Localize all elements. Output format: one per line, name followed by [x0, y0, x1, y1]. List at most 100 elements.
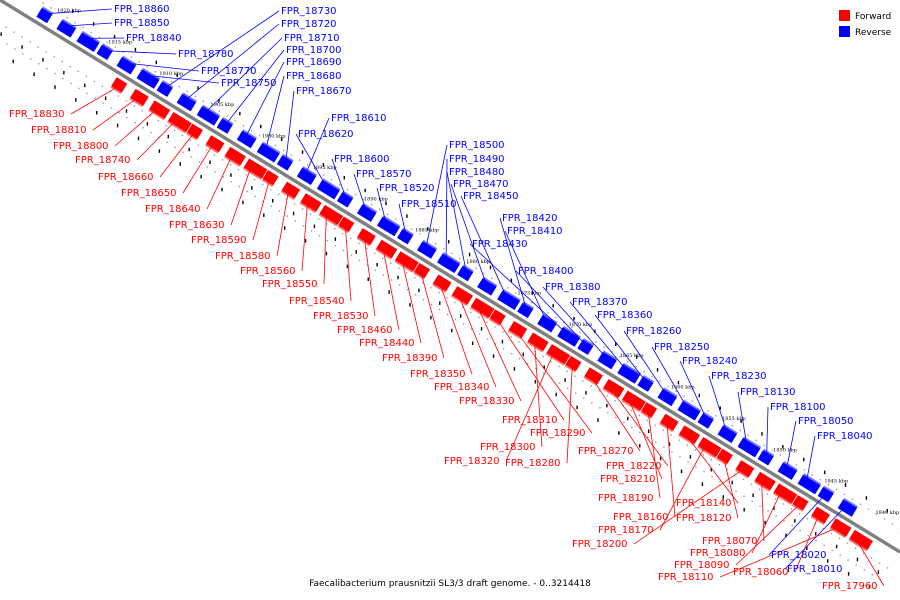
- gene-label-fpr-18630[interactable]: FPR_18630: [169, 220, 225, 231]
- gene-FPR_18400[interactable]: [577, 339, 594, 356]
- gene-label-fpr-18510[interactable]: FPR_18510: [401, 199, 457, 210]
- gene-label-fpr-18830[interactable]: FPR_18830: [9, 109, 65, 120]
- gene-label-fpr-18270[interactable]: FPR_18270: [578, 446, 634, 457]
- gene-label-fpr-18720[interactable]: FPR_18720: [281, 19, 337, 30]
- gene-label-fpr-18660[interactable]: FPR_18660: [98, 172, 154, 183]
- gene-label-fpr-18280[interactable]: FPR_18280: [505, 458, 561, 469]
- gene-FPR_18350[interactable]: [432, 274, 452, 292]
- gene-label-fpr-18020[interactable]: FPR_18020: [771, 550, 827, 561]
- gene-FPR_18700[interactable]: [216, 118, 233, 134]
- gene-label-fpr-18040[interactable]: FPR_18040: [817, 431, 873, 442]
- gene-label-fpr-18060[interactable]: FPR_18060: [733, 567, 789, 578]
- gene-FPR_18730[interactable]: [156, 81, 173, 97]
- gene-label-fpr-18410[interactable]: FPR_18410: [507, 226, 563, 237]
- gene-FPR_18360[interactable]: [637, 376, 654, 392]
- gene-label-fpr-18850[interactable]: FPR_18850: [114, 18, 170, 29]
- gene-FPR_18860[interactable]: [36, 7, 53, 24]
- gene-label-fpr-18200[interactable]: FPR_18200: [572, 539, 628, 550]
- gene-FPR_18200[interactable]: [735, 460, 755, 478]
- gene-label-fpr-18710[interactable]: FPR_18710: [284, 33, 340, 44]
- gene-label-fpr-18800[interactable]: FPR_18800: [53, 141, 109, 152]
- gene-label-fpr-18610[interactable]: FPR_18610: [331, 113, 387, 124]
- gene-label-fpr-18680[interactable]: FPR_18680: [286, 71, 342, 82]
- gene-label-fpr-18130[interactable]: FPR_18130: [740, 387, 796, 398]
- gene-label-fpr-18380[interactable]: FPR_18380: [545, 282, 601, 293]
- gene-FPR_18780[interactable]: [96, 44, 113, 61]
- gene-label-fpr-18010[interactable]: FPR_18010: [787, 564, 843, 575]
- gene-label-fpr-18050[interactable]: FPR_18050: [798, 416, 854, 427]
- gene-label-fpr-18330[interactable]: FPR_18330: [459, 396, 515, 407]
- gene-label-fpr-18520[interactable]: FPR_18520: [379, 183, 435, 194]
- gene-label-fpr-18300[interactable]: FPR_18300: [480, 442, 536, 453]
- gene-label-fpr-18470[interactable]: FPR_18470: [453, 179, 509, 190]
- gene-label-fpr-18590[interactable]: FPR_18590: [191, 235, 247, 246]
- gene-label-fpr-18230[interactable]: FPR_18230: [711, 371, 767, 382]
- gene-label-fpr-18770[interactable]: FPR_18770: [201, 66, 257, 77]
- gene-label-fpr-18550[interactable]: FPR_18550: [262, 279, 318, 290]
- gene-label-fpr-18690[interactable]: FPR_18690: [286, 57, 342, 68]
- gene-FPR_18670[interactable]: [276, 155, 293, 171]
- gene-label-fpr-18810[interactable]: FPR_18810: [31, 125, 87, 136]
- gene-label-fpr-18240[interactable]: FPR_18240: [682, 356, 738, 367]
- gene-label-fpr-18260[interactable]: FPR_18260: [626, 326, 682, 337]
- gene-label-fpr-18310[interactable]: FPR_18310: [502, 415, 558, 426]
- gene-label-fpr-18170[interactable]: FPR_18170: [598, 525, 654, 536]
- gene-FPR_18650[interactable]: [205, 135, 225, 153]
- gene-label-fpr-18080[interactable]: FPR_18080: [690, 548, 746, 559]
- gene-label-fpr-18650[interactable]: FPR_18650: [121, 188, 177, 199]
- gene-label-fpr-18670[interactable]: FPR_18670: [296, 86, 352, 97]
- gene-label-fpr-18540[interactable]: FPR_18540: [289, 296, 345, 307]
- gene-label-fpr-18840[interactable]: FPR_18840: [126, 33, 182, 44]
- gene-FPR_18160[interactable]: [659, 413, 679, 431]
- gene-label-fpr-18340[interactable]: FPR_18340: [434, 382, 490, 393]
- gene-label-fpr-18160[interactable]: FPR_18160: [613, 512, 669, 523]
- gene-label-fpr-18420[interactable]: FPR_18420: [502, 213, 558, 224]
- gene-label-fpr-18320[interactable]: FPR_18320: [444, 456, 500, 467]
- gene-FPR_18060[interactable]: [811, 506, 831, 524]
- gene-label-fpr-18070[interactable]: FPR_18070: [702, 536, 758, 547]
- gene-label-fpr-18700[interactable]: FPR_18700: [286, 45, 342, 56]
- gene-label-fpr-18220[interactable]: FPR_18220: [606, 461, 662, 472]
- gene-label-fpr-18370[interactable]: FPR_18370: [572, 297, 628, 308]
- gene-label-fpr-18640[interactable]: FPR_18640: [145, 204, 201, 215]
- gene-label-fpr-18400[interactable]: FPR_18400: [518, 266, 574, 277]
- gene-label-fpr-18740[interactable]: FPR_18740: [75, 155, 131, 166]
- gene-label-fpr-18780[interactable]: FPR_18780: [178, 49, 234, 60]
- gene-FPR_18290[interactable]: [508, 320, 528, 338]
- gene-label-fpr-18620[interactable]: FPR_18620: [298, 129, 354, 140]
- gene-label-fpr-18100[interactable]: FPR_18100: [770, 402, 826, 413]
- gene-label-fpr-18090[interactable]: FPR_18090: [674, 560, 730, 571]
- gene-FPR_18240[interactable]: [697, 413, 714, 429]
- gene-FPR_18100[interactable]: [757, 450, 774, 466]
- gene-FPR_18810[interactable]: [130, 88, 149, 106]
- gene-label-fpr-18440[interactable]: FPR_18440: [359, 338, 415, 349]
- gene-label-fpr-18480[interactable]: FPR_18480: [449, 167, 505, 178]
- gene-label-fpr-18290[interactable]: FPR_18290: [530, 428, 586, 439]
- gene-label-fpr-18140[interactable]: FPR_18140: [676, 498, 732, 509]
- gene-label-fpr-18360[interactable]: FPR_18360: [597, 310, 653, 321]
- gene-FPR_18580[interactable]: [281, 181, 301, 199]
- gene-label-fpr-17960[interactable]: FPR_17960: [822, 581, 878, 592]
- gene-label-fpr-18530[interactable]: FPR_18530: [313, 311, 369, 322]
- gene-label-fpr-18390[interactable]: FPR_18390: [382, 353, 438, 364]
- gene-label-fpr-18580[interactable]: FPR_18580: [215, 251, 271, 262]
- gene-label-fpr-18190[interactable]: FPR_18190: [598, 493, 654, 504]
- gene-label-fpr-18560[interactable]: FPR_18560: [240, 266, 296, 277]
- gene-label-fpr-18570[interactable]: FPR_18570: [356, 169, 412, 180]
- gene-FPR_18530[interactable]: [357, 228, 376, 246]
- gene-label-fpr-18460[interactable]: FPR_18460: [337, 325, 393, 336]
- gene-label-fpr-18350[interactable]: FPR_18350: [410, 369, 466, 380]
- gene-FPR_18270[interactable]: [584, 367, 603, 385]
- gene-label-fpr-18450[interactable]: FPR_18450: [463, 191, 519, 202]
- gene-label-fpr-18430[interactable]: FPR_18430: [472, 239, 528, 250]
- gene-label-fpr-18110[interactable]: FPR_18110: [658, 572, 714, 583]
- gene-label-fpr-18250[interactable]: FPR_18250: [654, 342, 710, 353]
- gene-label-fpr-18210[interactable]: FPR_18210: [600, 474, 656, 485]
- gene-label-fpr-18120[interactable]: FPR_18120: [676, 513, 732, 524]
- gene-label-fpr-18860[interactable]: FPR_18860: [114, 4, 170, 15]
- gene-label-fpr-18490[interactable]: FPR_18490: [449, 154, 505, 165]
- gene-label-fpr-18600[interactable]: FPR_18600: [334, 154, 390, 165]
- gene-FPR_18830[interactable]: [111, 77, 128, 93]
- gene-label-fpr-18500[interactable]: FPR_18500: [449, 140, 505, 151]
- gene-label-fpr-18750[interactable]: FPR_18750: [221, 78, 277, 89]
